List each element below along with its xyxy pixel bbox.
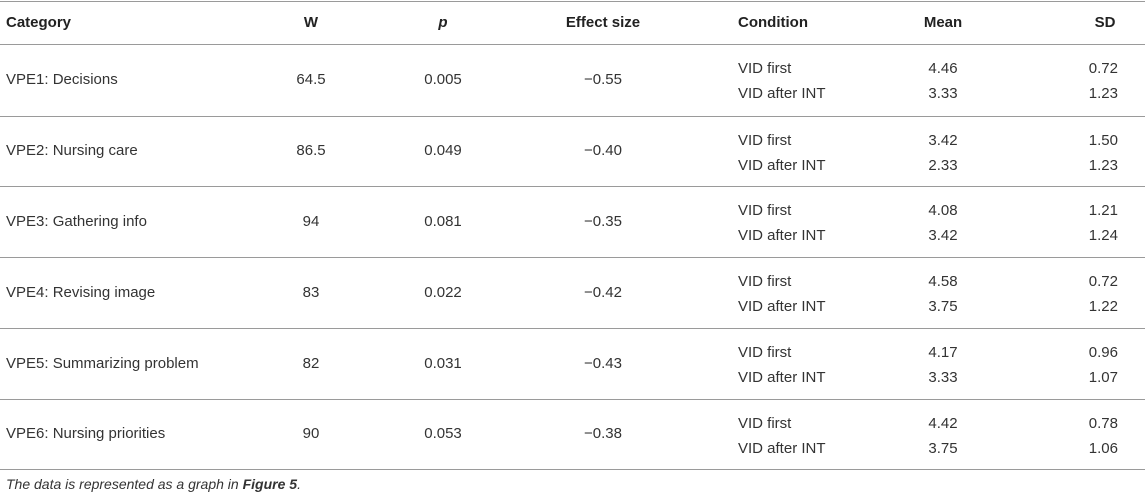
condition: VID after INT (738, 227, 826, 244)
mean-header: Mean (923, 14, 963, 31)
condition: VID after INT (738, 440, 826, 457)
category: VPE6: Nursing priorities (6, 425, 166, 442)
effect-size: −0.35 (584, 212, 622, 230)
figure-link[interactable]: Figure 5 (242, 476, 298, 492)
mean: 3.75 (928, 298, 958, 315)
w-header: W (303, 14, 319, 31)
category-header: Category (6, 14, 72, 31)
sd: 1.24 (1088, 227, 1118, 244)
condition: VID first (738, 132, 792, 149)
condition: VID first (738, 273, 792, 290)
condition: VID after INT (738, 157, 826, 174)
mean: 3.42 (928, 227, 958, 244)
mean: 4.42 (928, 415, 958, 432)
sd: 1.06 (1088, 440, 1118, 457)
category: VPE3: Gathering info (6, 212, 147, 230)
mean: 3.33 (928, 369, 958, 386)
footnote-text: The data is represented as a graph in (6, 476, 243, 492)
effect-size: −0.38 (584, 425, 622, 442)
condition: VID first (738, 60, 792, 77)
effect-size: −0.40 (584, 142, 622, 159)
p-value: 0.031 (424, 354, 462, 372)
rule (0, 116, 1145, 117)
rule (0, 328, 1145, 329)
w-value: 82 (302, 354, 320, 372)
mean: 3.75 (928, 440, 958, 457)
rule (0, 469, 1145, 470)
p-value: 0.005 (424, 71, 462, 88)
condition: VID after INT (738, 298, 826, 315)
condition: VID first (738, 344, 792, 361)
mean: 4.46 (928, 60, 958, 77)
p-value: 0.022 (424, 283, 462, 301)
w-value: 64.5 (296, 71, 326, 88)
mean: 3.42 (928, 132, 958, 149)
category: VPE1: Decisions (6, 71, 118, 88)
w-value: 94 (302, 212, 320, 230)
footnote-end: . (297, 476, 301, 492)
condition: VID after INT (738, 369, 826, 386)
category: VPE4: Revising image (6, 283, 156, 301)
rule (0, 1, 1145, 2)
category: VPE2: Nursing care (6, 142, 138, 159)
rule (0, 399, 1145, 400)
effect-size-header: Effect size (565, 14, 641, 31)
rule (0, 186, 1145, 187)
sd: 1.23 (1088, 157, 1118, 174)
sd: 0.96 (1088, 344, 1118, 361)
mean: 4.58 (928, 273, 958, 290)
sd: 1.50 (1088, 132, 1118, 149)
p-header: p (438, 14, 448, 31)
sd: 0.72 (1088, 273, 1118, 290)
sd: 1.23 (1088, 85, 1118, 102)
mean: 3.33 (928, 85, 958, 102)
footnote: The data is represented as a graph in Fi… (6, 476, 301, 492)
rule (0, 44, 1145, 45)
mean: 2.33 (928, 157, 958, 174)
mean: 4.08 (928, 202, 958, 219)
sd: 1.21 (1088, 202, 1118, 219)
rule (0, 257, 1145, 258)
p-value: 0.081 (424, 212, 462, 230)
mean: 4.17 (928, 344, 958, 361)
condition: VID first (738, 202, 792, 219)
condition: VID first (738, 415, 792, 432)
p-value: 0.053 (424, 425, 462, 442)
sd: 1.07 (1088, 369, 1118, 386)
effect-size: −0.55 (584, 71, 622, 88)
w-value: 83 (302, 283, 320, 301)
sd: 1.22 (1088, 298, 1118, 315)
w-value: 90 (302, 425, 320, 442)
effect-size: −0.43 (584, 354, 622, 372)
sd-header: SD (1094, 14, 1116, 31)
category: VPE5: Summarizing problem (6, 354, 199, 372)
sd: 0.78 (1088, 415, 1118, 432)
condition: VID after INT (738, 85, 826, 102)
p-value: 0.049 (424, 142, 462, 159)
condition-header: Condition (738, 14, 808, 31)
effect-size: −0.42 (584, 283, 622, 301)
sd: 0.72 (1088, 60, 1118, 77)
w-value: 86.5 (296, 142, 326, 159)
